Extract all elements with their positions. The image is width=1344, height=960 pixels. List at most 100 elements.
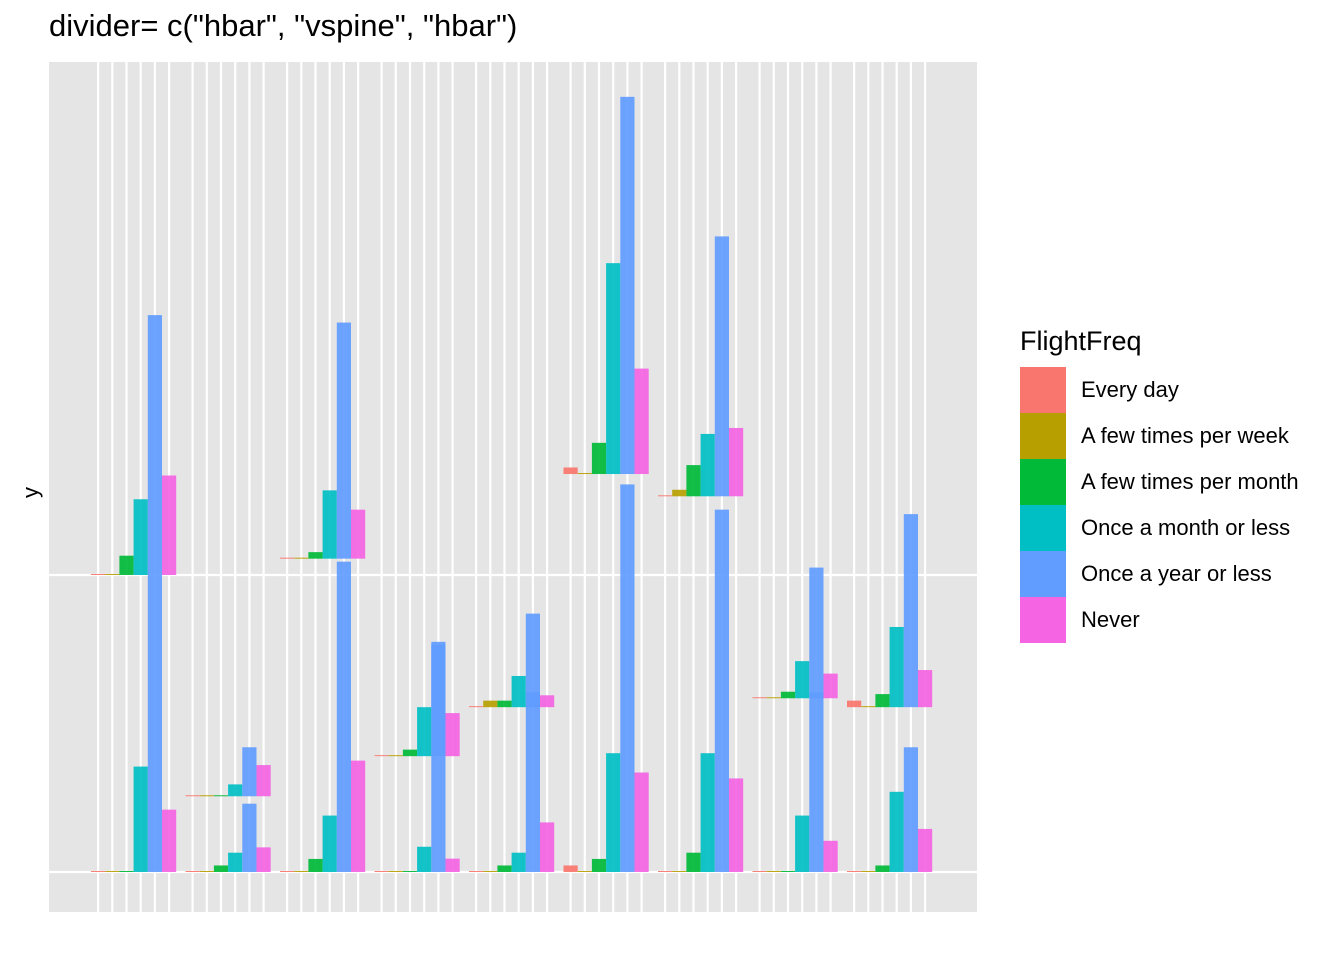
bar-bottom-col2-every-day [185,871,200,872]
bar-bottom-col5-once-a-year-or-less [525,692,540,872]
bar-top-col3-every-day [280,557,295,559]
legend-key [1020,413,1066,459]
bar-middle-col4-a-few-times-per-week [388,755,403,757]
chart-title: divider= c("hbar", "vspine", "hbar") [49,8,518,43]
bar-middle-col8-a-few-times-per-week [766,697,781,699]
panel-background [49,62,977,912]
legend-key [1020,551,1066,597]
bar-middle-col5-once-a-year-or-less [525,613,540,708]
bar-middle-col4-every-day [374,755,389,757]
bar-bottom-col7-once-a-year-or-less [714,509,729,872]
bar-bottom-col3-never [351,760,366,872]
bar-middle-col4-once-a-year-or-less [431,644,446,757]
bar-bottom-col6-every-day [563,865,578,872]
legend-label: Every day [1081,377,1179,402]
bar-middle-col2-a-few-times-per-month [213,795,229,797]
legend-key [1020,459,1066,505]
legend-label: A few times per week [1081,423,1289,448]
bar-top-col7-every-day [658,495,673,497]
bar-top-col3-once-a-year-or-less [336,322,351,559]
bar-bottom-col2-a-few-times-per-month [213,865,229,872]
bar-top-col1-a-few-times-per-week [105,574,120,575]
bar-top-col1-every-day [91,574,106,575]
bar-bottom-col7-a-few-times-per-week [672,871,687,872]
bar-bottom-col9-once-a-month-or-less [889,791,904,872]
legend-item: Once a year or less [1020,551,1299,597]
bar-bottom-col9-every-day [847,871,862,872]
bar-middle-col9-once-a-year-or-less [903,514,918,708]
bar-middle-col5-every-day [469,706,484,708]
legend-label: Once a month or less [1081,515,1291,540]
bar-bottom-col9-never [918,828,933,872]
bar-middle-col5-never [540,695,555,708]
bar-bottom-col1-never [162,809,177,872]
bar-bottom-col6-a-few-times-per-week [577,871,592,872]
bar-middle-col9-once-a-month-or-less [889,626,904,708]
bar-bottom-col7-every-day [658,871,673,872]
bar-middle-col2-every-day [185,795,200,797]
bar-bottom-col6-never [634,772,649,872]
bar-bottom-col6-once-a-year-or-less [620,484,635,872]
bar-top-col6-a-few-times-per-month [591,442,607,475]
bar-bottom-col4-a-few-times-per-week [388,871,403,872]
bar-bottom-col4-never [445,858,460,872]
bar-bottom-col6-a-few-times-per-month [591,858,607,872]
bar-middle-col8-a-few-times-per-month [780,691,796,699]
bar-top-col6-a-few-times-per-week [577,473,592,475]
bar-bottom-col9-a-few-times-per-month [875,865,890,872]
bar-bottom-col6-once-a-month-or-less [606,753,621,872]
bar-top-col7-a-few-times-per-month [686,465,701,497]
bar-top-col3-a-few-times-per-month [308,552,323,559]
bar-bottom-col8-once-a-month-or-less [795,815,810,872]
bar-bottom-col9-a-few-times-per-week [861,871,876,872]
bar-top-col1-once-a-year-or-less [147,315,162,575]
bar-middle-col2-once-a-month-or-less [228,784,243,797]
bar-top-col6-every-day [563,467,578,475]
bar-bottom-col3-every-day [280,871,295,872]
bar-bottom-col5-a-few-times-per-month [497,865,512,872]
legend-item: A few times per month [1020,459,1299,505]
bar-middle-col9-never [918,670,933,708]
bar-bottom-col1-once-a-year-or-less [147,575,162,872]
legend-label: Once a year or less [1081,561,1272,586]
bar-bottom-col8-once-a-year-or-less [809,692,824,872]
bar-bottom-col8-never [823,840,838,872]
bar-top-col7-never [729,427,744,497]
bar-top-col1-never [162,475,177,575]
bar-middle-col8-once-a-month-or-less [795,661,810,699]
bar-top-col1-once-a-month-or-less [133,499,148,575]
bar-bottom-col8-a-few-times-per-week [766,871,781,872]
bar-bottom-col5-never [540,822,555,872]
legend: FlightFreq Every day A few times per week… [1020,326,1299,643]
legend-key [1020,505,1066,551]
grid-layer [49,62,977,912]
bar-bottom-col4-a-few-times-per-month [402,871,418,872]
bar-bottom-col5-once-a-month-or-less [511,852,526,872]
bar-top-col3-a-few-times-per-week [294,557,309,559]
legend-item: Once a month or less [1020,505,1299,551]
legend-title: FlightFreq [1020,326,1142,356]
bar-bottom-col7-never [729,778,744,872]
bar-bottom-col5-every-day [469,871,484,872]
bar-middle-col4-a-few-times-per-month [402,749,418,757]
bar-top-col7-once-a-month-or-less [700,433,715,497]
bar-middle-col2-a-few-times-per-week [199,795,214,797]
bar-bottom-col4-once-a-month-or-less [417,846,432,872]
legend-item: Every day [1020,367,1299,413]
bar-middle-col4-never [445,713,460,757]
bar-middle-col5-a-few-times-per-week [483,700,498,708]
bar-top-col6-once-a-year-or-less [620,96,635,475]
legend-label: Never [1081,607,1140,632]
bar-top-col7-a-few-times-per-week [672,489,687,497]
bar-middle-col9-a-few-times-per-month [875,694,890,708]
legend-key [1020,367,1066,413]
bar-bottom-col7-a-few-times-per-month [686,852,701,872]
bar-bottom-col5-a-few-times-per-week [483,871,498,872]
bar-middle-col9-every-day [847,700,862,708]
bar-top-col3-once-a-month-or-less [322,490,337,559]
bar-bottom-col2-never [256,847,271,872]
bar-bottom-col9-once-a-year-or-less [903,747,918,872]
bar-middle-col4-once-a-month-or-less [417,707,432,757]
bar-top-col6-once-a-month-or-less [606,263,621,475]
